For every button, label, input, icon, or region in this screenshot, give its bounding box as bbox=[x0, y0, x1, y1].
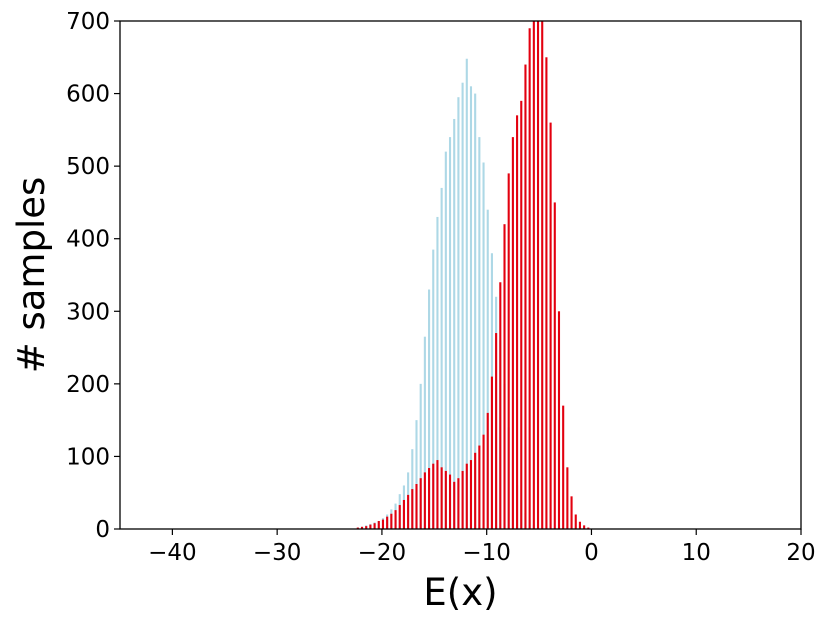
histogram-bar-series2-21 bbox=[444, 470, 447, 529]
histogram-bar-series2-28 bbox=[474, 452, 477, 529]
histogram-bar-series2-33 bbox=[495, 333, 498, 529]
histogram-bar-series1-13 bbox=[411, 449, 414, 529]
histogram-bar-series2-39 bbox=[520, 100, 523, 529]
x-axis-ticks: −40 −30 −20 −10 0 10 20 bbox=[148, 529, 816, 566]
histogram-bar-series2-43 bbox=[536, 21, 540, 529]
histogram-bar-series1-24 bbox=[457, 97, 460, 529]
histogram-bar-series2-26 bbox=[465, 463, 468, 529]
histogram-bar-series2-44 bbox=[541, 21, 544, 529]
histogram-bar-series1-22 bbox=[448, 137, 452, 530]
histogram-bar-series2-14 bbox=[415, 484, 418, 529]
histogram-bar-series1-15 bbox=[419, 383, 422, 529]
y-axis-title: # samples bbox=[10, 177, 53, 374]
histogram-bar-series2-2 bbox=[365, 526, 368, 529]
histogram-bar-series2-27 bbox=[469, 460, 473, 529]
histogram-bar-series2-45 bbox=[545, 57, 548, 529]
y-tick-label: 500 bbox=[66, 154, 110, 180]
histogram-bar-series1-28 bbox=[474, 93, 477, 529]
y-tick-label: 100 bbox=[66, 444, 110, 470]
histogram-bar-series1-31 bbox=[486, 209, 489, 529]
histogram-bar-series1-14 bbox=[415, 420, 418, 529]
histogram-bar-series2-40 bbox=[524, 64, 527, 529]
histogram-bar-series2-53 bbox=[578, 521, 581, 529]
histogram-bar-series1-23 bbox=[453, 118, 456, 529]
histogram-bar-series2-13 bbox=[411, 489, 414, 529]
histogram-bar-series2-3 bbox=[369, 524, 372, 529]
histogram-bar-series1-30 bbox=[482, 162, 485, 529]
histogram-bar-series2-36 bbox=[507, 173, 510, 529]
histogram-bar-series2-32 bbox=[490, 376, 493, 529]
x-tick-label: −20 bbox=[358, 540, 407, 566]
histogram-bar-series2-54 bbox=[583, 525, 586, 529]
histogram-bar-series2-31 bbox=[486, 412, 489, 529]
histogram-bar-series2-7 bbox=[386, 516, 389, 529]
histogram-bar-series2-6 bbox=[381, 519, 385, 529]
x-tick-label: −40 bbox=[148, 540, 197, 566]
histogram-bar-series2-37 bbox=[511, 137, 514, 530]
histogram-bar-series2-51 bbox=[570, 496, 573, 529]
histogram-bar-series2-46 bbox=[549, 122, 552, 529]
histogram-bar-series1-26 bbox=[465, 58, 468, 530]
histogram-bar-series2-48 bbox=[557, 311, 561, 529]
histogram-bar-series2-29 bbox=[478, 445, 481, 529]
histogram-bar-series2-42 bbox=[532, 21, 535, 529]
histogram-bar-series1-18 bbox=[432, 249, 435, 529]
histogram-bar-series2-24 bbox=[457, 478, 460, 529]
histogram-bar-series2-19 bbox=[436, 460, 439, 529]
histogram-bar-series2-41 bbox=[528, 28, 531, 529]
histogram-bar-series1-25 bbox=[461, 82, 464, 529]
histogram-bar-series1-21 bbox=[444, 151, 447, 529]
y-tick-label: 300 bbox=[66, 299, 110, 325]
histogram-bar-series2-17 bbox=[428, 468, 431, 529]
histogram-bar-series2-52 bbox=[574, 514, 577, 529]
histogram-bar-series2-23 bbox=[453, 481, 456, 529]
histogram-bar-series1-29 bbox=[478, 137, 481, 530]
y-tick-label: 700 bbox=[66, 9, 110, 35]
y-tick-label: 200 bbox=[66, 372, 110, 398]
histogram-bar-series2-18 bbox=[432, 463, 435, 529]
histogram-bar-series1-20 bbox=[440, 187, 443, 529]
histogram-bar-series2-9 bbox=[394, 510, 397, 529]
histogram-bar-series2-55 bbox=[587, 527, 590, 529]
x-tick-label: −30 bbox=[253, 540, 302, 566]
histogram-bar-series2-22 bbox=[448, 474, 452, 529]
histogram-bar-series2-38 bbox=[516, 115, 519, 529]
histogram-bar-series2-16 bbox=[423, 472, 426, 529]
histogram-bar-series2-25 bbox=[461, 470, 464, 529]
histogram-bar-series2-15 bbox=[419, 478, 422, 529]
histogram-bar-series2-8 bbox=[390, 513, 393, 529]
histogram-bar-series2-35 bbox=[503, 224, 506, 529]
histogram-bar-series1-17 bbox=[428, 289, 431, 529]
histogram-bar-series2-5 bbox=[377, 521, 380, 529]
y-tick-label: 400 bbox=[66, 227, 110, 253]
histogram-bar-series2-10 bbox=[398, 505, 401, 529]
histogram-bar-series2-0 bbox=[356, 527, 359, 529]
histogram-bar-series2-4 bbox=[373, 523, 376, 529]
histogram-bar-series2-20 bbox=[440, 467, 443, 529]
histogram-bar-series1-19 bbox=[436, 216, 439, 529]
x-tick-label: 0 bbox=[584, 540, 599, 566]
bars-layer bbox=[356, 21, 590, 530]
histogram-bar-series1-27 bbox=[469, 86, 473, 529]
histogram-bar-series2-30 bbox=[482, 434, 485, 529]
x-axis-title: E(x) bbox=[423, 571, 497, 614]
histogram-bar-series2-49 bbox=[562, 405, 565, 529]
histogram-bar-series2-50 bbox=[566, 467, 569, 529]
y-tick-label: 0 bbox=[95, 517, 110, 543]
y-axis-ticks: 0 100 200 300 400 500 600 700 bbox=[66, 9, 120, 543]
x-tick-label: 20 bbox=[786, 540, 815, 566]
x-tick-label: −10 bbox=[462, 540, 511, 566]
x-tick-label: 10 bbox=[682, 540, 711, 566]
histogram-bar-series2-11 bbox=[402, 499, 405, 529]
histogram-bar-series2-12 bbox=[407, 494, 410, 529]
histogram-bar-series2-1 bbox=[360, 526, 364, 529]
histogram-bar-series2-47 bbox=[553, 202, 556, 529]
plot-frame bbox=[119, 20, 802, 530]
histogram-bar-series1-16 bbox=[423, 336, 426, 529]
y-tick-label: 600 bbox=[66, 82, 110, 108]
histogram-bar-series2-34 bbox=[499, 282, 502, 529]
